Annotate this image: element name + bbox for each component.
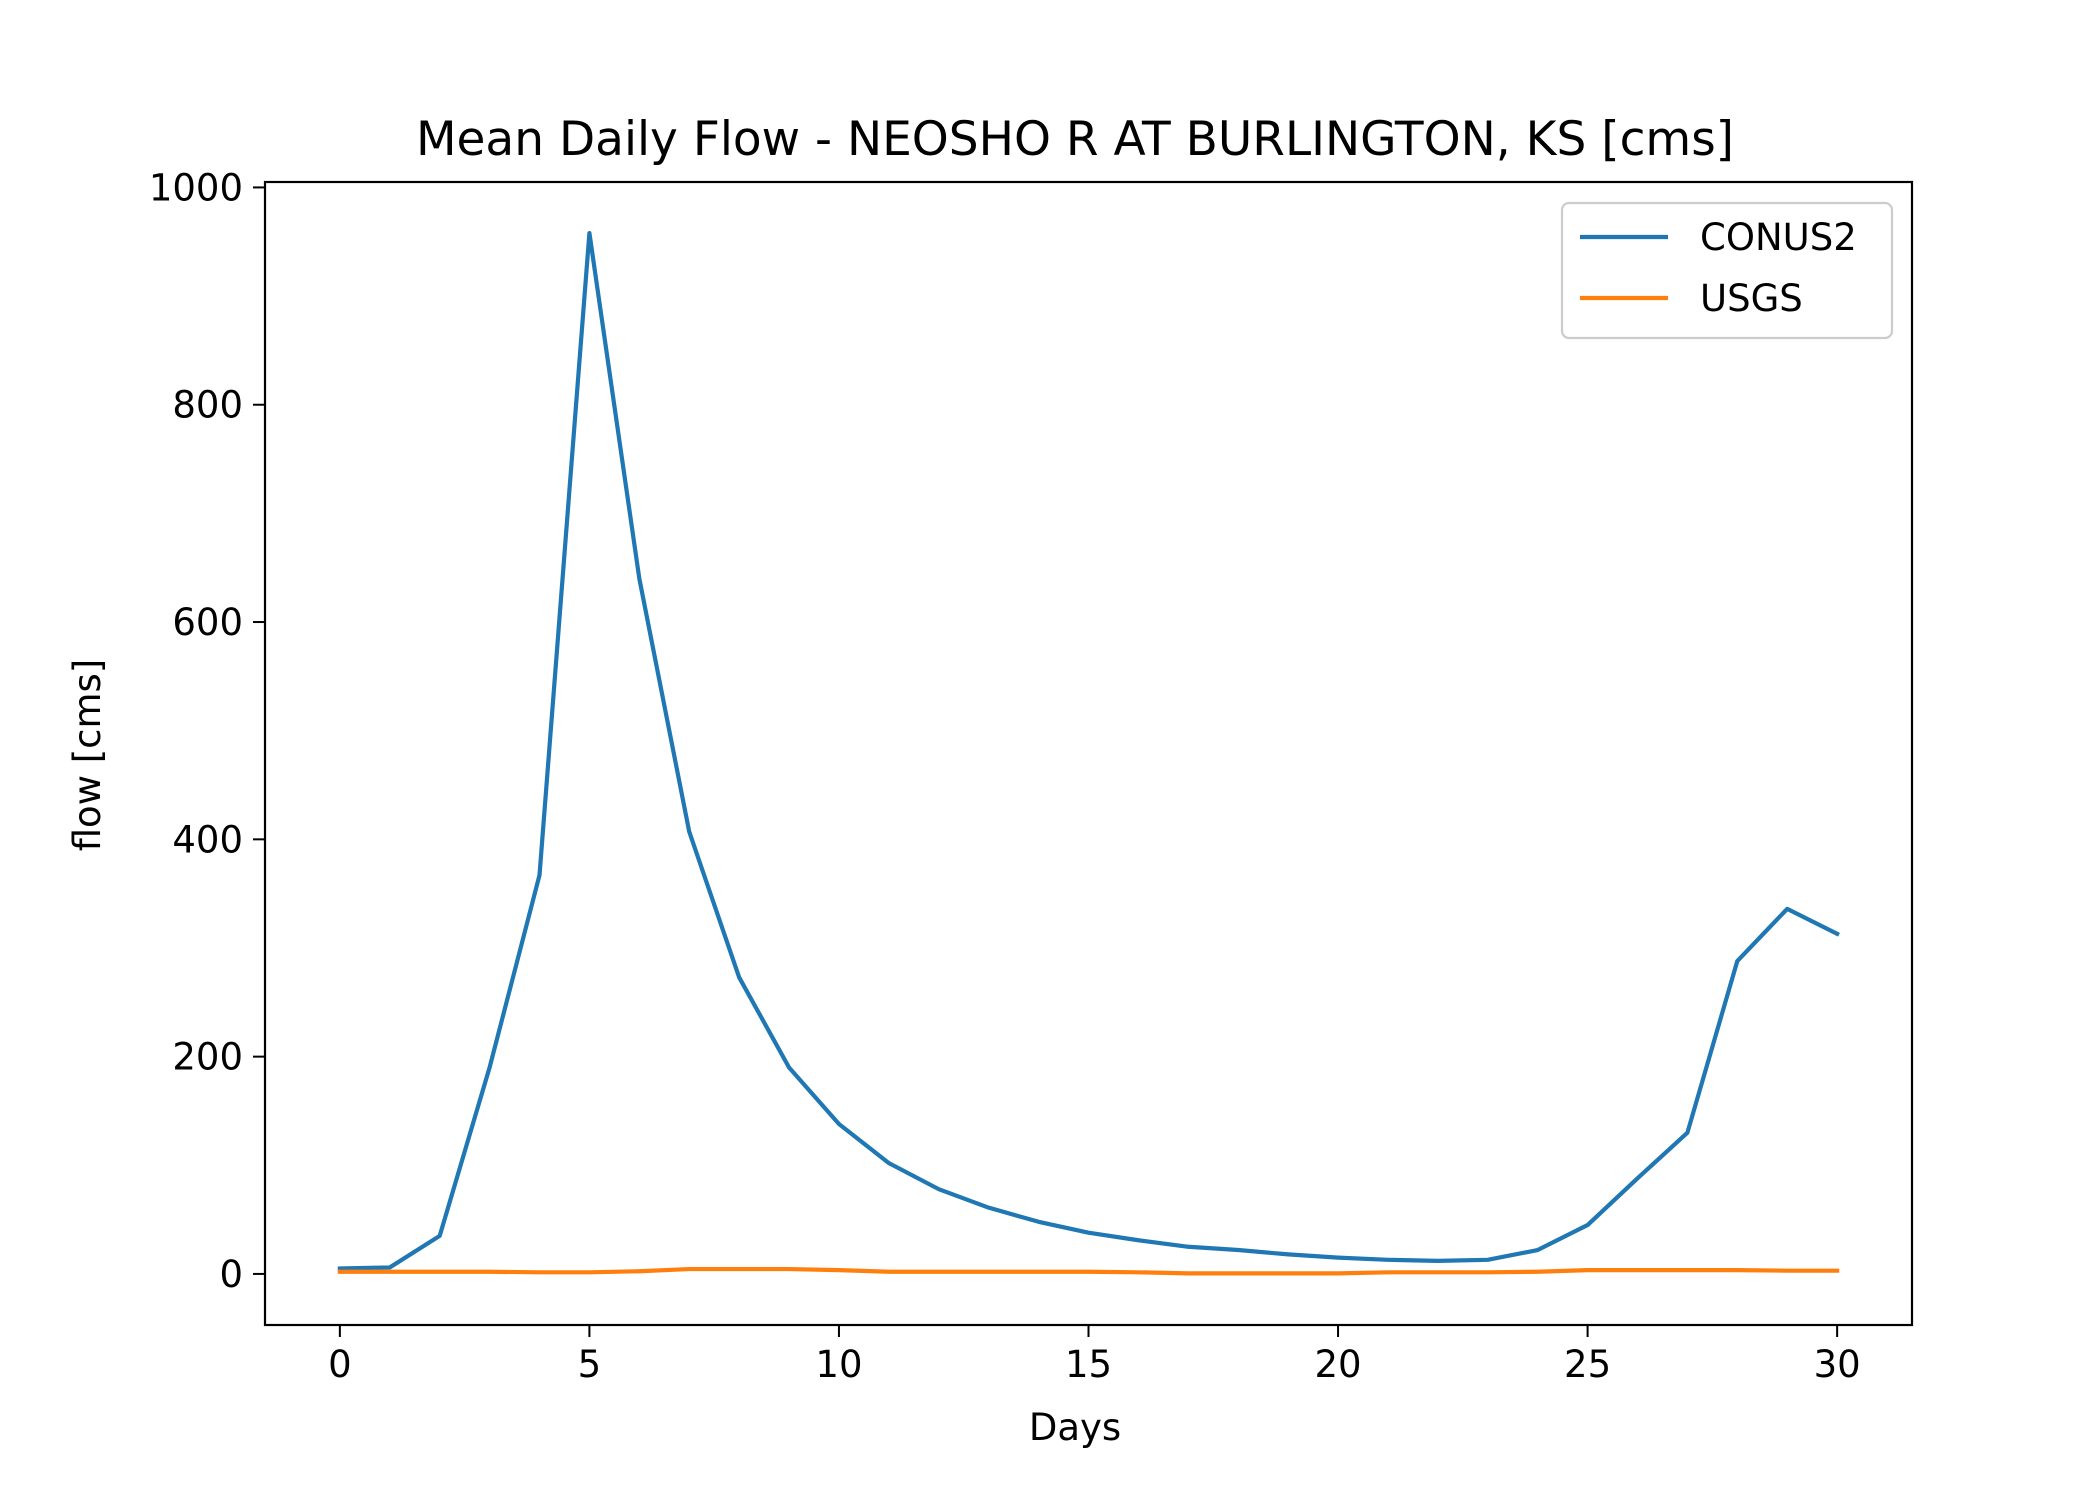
legend: CONUS2 USGS: [1560, 201, 1894, 340]
series-line-usgs: [337, 1266, 1840, 1276]
x-tick-label: 0: [328, 1343, 352, 1386]
x-tick-label: 15: [1065, 1343, 1112, 1386]
y-tick-label: 800: [172, 384, 243, 427]
x-tick-label: 10: [815, 1343, 862, 1386]
chart-title: Mean Daily Flow - NEOSHO R AT BURLINGTON…: [416, 112, 1734, 167]
x-tick-label: 30: [1814, 1343, 1861, 1386]
series-line-conus2: [337, 230, 1840, 1271]
legend-label-usgs: USGS: [1700, 277, 1803, 320]
y-tick-label: 1000: [149, 166, 243, 209]
x-tick-label: 5: [578, 1343, 602, 1386]
y-tick-label: 400: [172, 818, 243, 861]
x-tick-label: 20: [1314, 1343, 1361, 1386]
y-axis-label: flow [cms]: [66, 659, 109, 852]
y-tick-label: 600: [172, 601, 243, 644]
x-tick-label: 25: [1564, 1343, 1611, 1386]
x-axis-label: Days: [1029, 1406, 1121, 1449]
y-tick-label: 0: [219, 1253, 243, 1296]
y-tick-label: 200: [172, 1036, 243, 1079]
plot-area: 0 5 10 15 20 25 30 0 200 400 600 800 1000: [149, 166, 1914, 1386]
legend-label-conus2: CONUS2: [1700, 216, 1857, 259]
